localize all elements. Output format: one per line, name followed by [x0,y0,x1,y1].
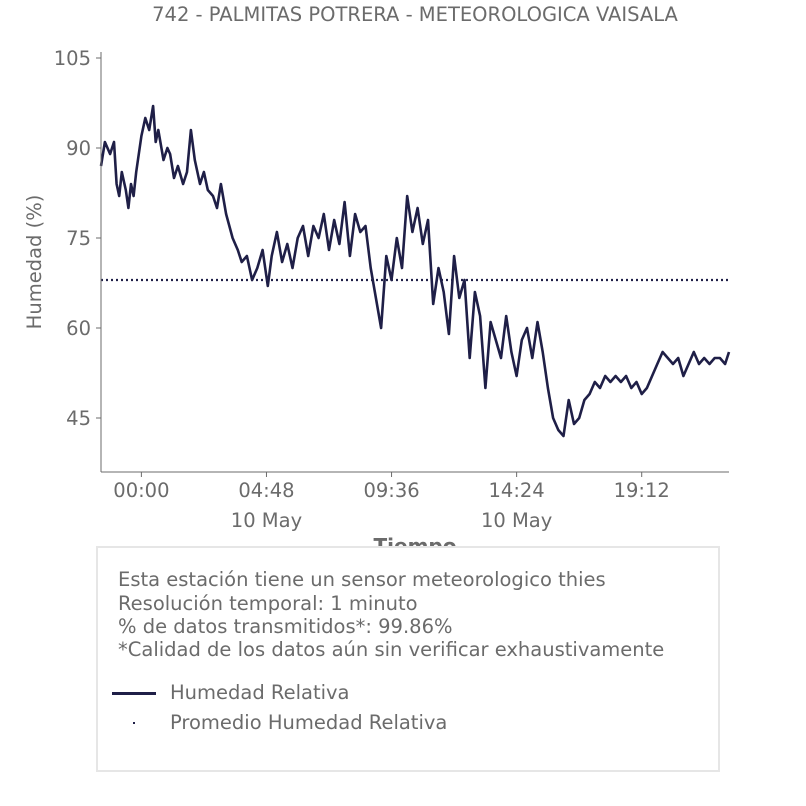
y-tick-label: 75 [66,227,91,250]
legend-item-humedad: Humedad Relativa [110,681,510,705]
y-tick-label: 45 [66,407,91,430]
x-ticks: 00:00 04:48 10 May 09:36 14:24 10 May 19:12 [113,472,670,532]
x-tick-label: 19:12 [614,479,670,502]
y-axis-label: Humedad (%) [23,195,46,330]
y-tick-label: 60 [66,317,91,340]
legend-line-swatch [112,692,156,695]
x-tick-sublabel: 10 May [231,509,302,532]
info-line-transmitted: % de datos transmitidos*: 99.86% [118,615,453,638]
x-tick-label: 14:24 [489,479,545,502]
x-tick-label: 09:36 [363,479,419,502]
plot-area [99,104,731,438]
x-tick-label: 04:48 [238,479,294,502]
info-line-quality-note: *Calidad de los datos aún sin verificar … [118,638,665,661]
series-line-humedad [99,104,731,438]
info-legend-box: Esta estación tiene un sensor meteorolog… [96,546,720,772]
legend-dot-swatch [133,722,135,724]
legend-label-promedio: Promedio Humedad Relativa [170,711,448,734]
x-tick-label: 00:00 [113,479,169,502]
y-tick-label: 90 [66,137,91,160]
legend-label-humedad: Humedad Relativa [170,681,350,704]
x-tick-sublabel: 10 May [481,509,552,532]
legend-item-promedio: Promedio Humedad Relativa [110,711,510,735]
y-ticks: 45 60 75 90 105 [54,47,101,430]
y-tick-label: 105 [54,47,91,70]
info-line-sensor: Esta estación tiene un sensor meteorolog… [118,568,606,591]
info-line-resolution: Resolución temporal: 1 minuto [118,592,418,615]
chart-title: 742 - PALMITAS POTRERA - METEOROLOGICA V… [152,3,678,26]
